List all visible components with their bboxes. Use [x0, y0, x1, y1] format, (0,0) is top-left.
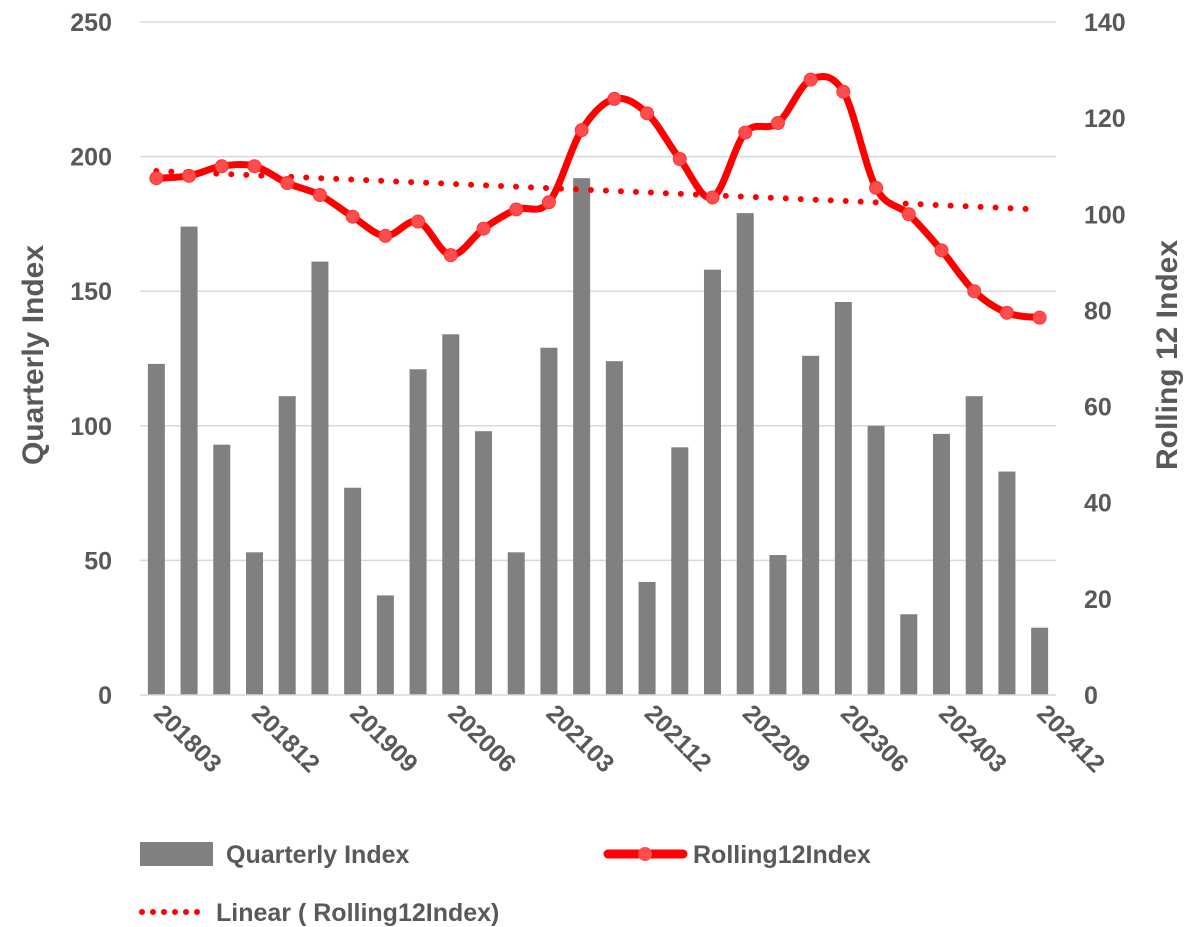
bar-202112 [638, 581, 656, 695]
line-point-202303 [803, 72, 818, 87]
line-series-rolling12index [149, 72, 1047, 325]
legend-item-quarterly-index: Quarterly Index [140, 841, 409, 869]
bar-201809 [213, 444, 231, 695]
x-tick-label: 202412 [1031, 699, 1110, 778]
bar-202403 [932, 433, 951, 695]
bar-202106 [573, 178, 591, 696]
bar-202006 [442, 334, 460, 695]
right-axis-tick-labels: 0 20 40 60 80 100 120 140 [1084, 9, 1126, 710]
legend-swatch-bar [140, 842, 213, 866]
left-axis-tick-labels: 0 50 100 150 200 250 [70, 9, 112, 710]
bar-202109 [605, 361, 623, 695]
line-point-202006 [443, 248, 458, 263]
line-point-201909 [345, 209, 360, 224]
x-tick-label: 202103 [541, 699, 620, 778]
line-point-202009 [476, 221, 491, 236]
x-tick-label: 202306 [835, 699, 914, 778]
line-point-202112 [640, 106, 655, 121]
line-point-202012 [509, 202, 524, 217]
y-tick-label: 100 [70, 413, 112, 441]
y2-tick-label: 100 [1084, 201, 1126, 229]
line-path [152, 72, 1044, 322]
line-point-201803 [149, 171, 164, 186]
x-tick-label: 201909 [344, 699, 423, 778]
bar-201803 [147, 363, 165, 695]
line-point-201903 [280, 176, 295, 191]
line-point-202206 [705, 190, 720, 205]
legend-label-rolling12index: Rolling12Index [693, 841, 871, 869]
line-point-202406 [967, 284, 982, 299]
bar-202309 [867, 425, 885, 695]
y-tick-label: 250 [70, 9, 112, 37]
legend-swatch-marker [638, 847, 652, 861]
x-tick-label: 202209 [737, 699, 816, 778]
bar-202303 [802, 355, 820, 695]
line-point-202403 [934, 243, 949, 258]
line-point-202312 [901, 207, 916, 222]
y-tick-label: 200 [70, 144, 112, 172]
line-point-202103 [541, 195, 556, 210]
y2-tick-label: 40 [1084, 490, 1112, 518]
y2-tick-label: 60 [1084, 394, 1112, 422]
x-tick-label: 202403 [933, 699, 1012, 778]
bar-202003 [409, 369, 427, 695]
bar-202212 [769, 555, 787, 695]
bar-201906 [311, 261, 329, 695]
x-tick-label: 201812 [246, 699, 325, 778]
x-axis-tick-labels: 201803 201812 201909 202006 202103 202112 2022… [148, 699, 1110, 778]
left-axis-title: Quarterly Index [17, 245, 50, 465]
bar-202412 [1031, 627, 1049, 695]
line-point-202212 [770, 115, 785, 130]
line-point-202209 [738, 125, 753, 140]
y2-tick-label: 80 [1084, 297, 1112, 325]
bar-202206 [703, 269, 722, 695]
gridlines [140, 21, 1056, 562]
x-tick-label: 202112 [639, 699, 717, 777]
line-point-202203 [672, 152, 687, 167]
bar-202306 [834, 301, 852, 695]
bar-202209 [736, 213, 754, 695]
bar-202312 [900, 614, 918, 695]
y-tick-label: 150 [70, 278, 112, 306]
y-tick-label: 0 [98, 682, 112, 710]
line-point-201912 [378, 228, 393, 243]
line-point-201812 [247, 159, 262, 174]
bar-201806 [180, 226, 198, 696]
bar-201903 [278, 396, 296, 695]
bar-series-quarterly-index [147, 178, 1049, 696]
line-point-201806 [182, 168, 197, 183]
line-point-201809 [214, 159, 229, 174]
bar-202103 [540, 347, 558, 695]
y2-tick-label: 140 [1084, 9, 1126, 37]
line-point-202409 [999, 305, 1014, 320]
x-tick-label: 201803 [148, 699, 227, 778]
bar-202009 [474, 431, 493, 695]
bar-201909 [344, 487, 362, 695]
y-tick-label: 50 [84, 547, 112, 575]
line-point-202109 [607, 91, 622, 106]
legend-label-linear-trend: Linear ( Rolling12Index) [216, 899, 499, 927]
y2-tick-label: 120 [1084, 105, 1126, 133]
bar-201812 [245, 552, 264, 695]
legend-label-quarterly-index: Quarterly Index [226, 841, 409, 869]
line-point-202306 [836, 84, 851, 99]
legend-item-linear-trend: Linear ( Rolling12Index) [139, 899, 499, 927]
x-tick-label: 202006 [443, 699, 522, 778]
bar-202203 [671, 447, 689, 695]
legend: Quarterly Index Rolling12Index Linear ( … [139, 841, 871, 927]
bar-202406 [965, 396, 983, 695]
bar-201912 [376, 595, 394, 695]
line-point-202106 [574, 123, 589, 138]
right-axis-title: Rolling 12 Index [1151, 240, 1184, 470]
legend-item-rolling12index: Rolling12Index [603, 841, 871, 869]
line-point-202412 [1032, 310, 1047, 325]
y2-tick-label: 0 [1084, 682, 1098, 710]
bar-202409 [998, 471, 1016, 695]
bar-202012 [507, 552, 525, 695]
line-point-201906 [312, 188, 327, 203]
y2-tick-label: 20 [1084, 586, 1112, 614]
line-point-202003 [411, 214, 426, 229]
line-point-202309 [869, 180, 884, 195]
